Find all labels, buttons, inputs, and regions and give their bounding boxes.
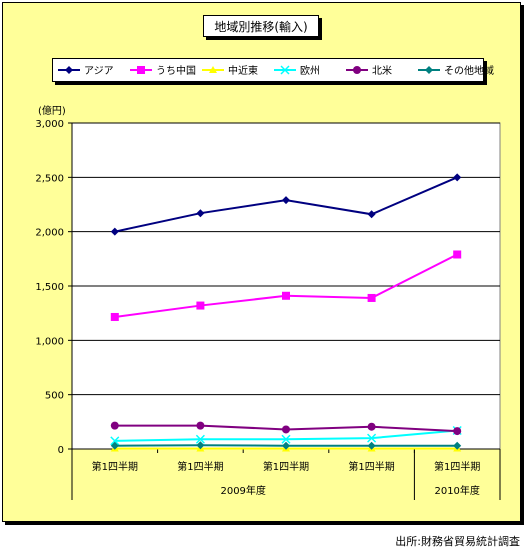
legend-marker <box>353 66 361 74</box>
data-point <box>367 210 376 219</box>
data-point <box>110 421 119 430</box>
x-tick-label: 第1四半期 <box>348 460 394 473</box>
y-tick-label: 1,000 <box>35 336 64 347</box>
data-point <box>196 421 205 430</box>
data-point <box>110 227 119 236</box>
x-tick-label: 第1四半期 <box>263 460 309 473</box>
data-point <box>195 434 205 444</box>
x-tick-label: 第1四半期 <box>177 460 223 473</box>
data-point <box>367 422 376 431</box>
data-point <box>110 312 119 321</box>
legend-label: 欧州 <box>300 65 320 77</box>
chart-title: 地域別推移(輸入) <box>203 15 319 37</box>
legend-label: その他地域 <box>444 64 494 77</box>
data-point <box>196 301 205 310</box>
legend <box>52 58 484 82</box>
data-point <box>282 425 290 434</box>
data-point <box>281 434 291 444</box>
y-tick-label: 500 <box>45 391 64 402</box>
y-tick-label: 0 <box>58 445 64 456</box>
data-point <box>367 293 376 302</box>
data-point <box>367 433 377 443</box>
legend-marker <box>280 65 290 75</box>
data-point <box>282 196 290 205</box>
legend-marker <box>209 66 217 73</box>
y-tick-label: 2,000 <box>35 228 64 239</box>
y-tick-label: 2,500 <box>35 173 64 184</box>
y-unit-label: (億円) <box>38 104 66 117</box>
year-group-label: 2010年度 <box>434 484 479 497</box>
data-point <box>110 441 119 450</box>
data-point <box>282 441 290 450</box>
y-tick-label: 3,000 <box>35 119 64 130</box>
data-point <box>453 427 462 436</box>
legend-marker <box>137 66 145 74</box>
source-note: 出所:財務省貿易統計調査 <box>395 535 520 548</box>
data-point <box>453 173 462 182</box>
data-point <box>196 209 205 218</box>
legend-label: アジア <box>84 66 114 77</box>
data-point <box>110 436 120 446</box>
data-point <box>367 441 376 450</box>
y-tick-label: 1,500 <box>35 282 64 293</box>
data-point <box>196 441 205 450</box>
legend-marker <box>425 66 433 74</box>
legend-label: うち中国 <box>156 64 196 77</box>
data-point <box>453 441 462 450</box>
data-point <box>282 291 290 300</box>
year-group-label: 2009年度 <box>220 484 265 497</box>
x-tick-label: 第1四半期 <box>92 460 138 473</box>
legend-label: 北米 <box>372 64 392 77</box>
x-tick-label: 第1四半期 <box>434 460 480 473</box>
legend-marker <box>65 66 73 74</box>
legend-label: 中近東 <box>228 64 258 77</box>
data-point <box>453 250 462 259</box>
